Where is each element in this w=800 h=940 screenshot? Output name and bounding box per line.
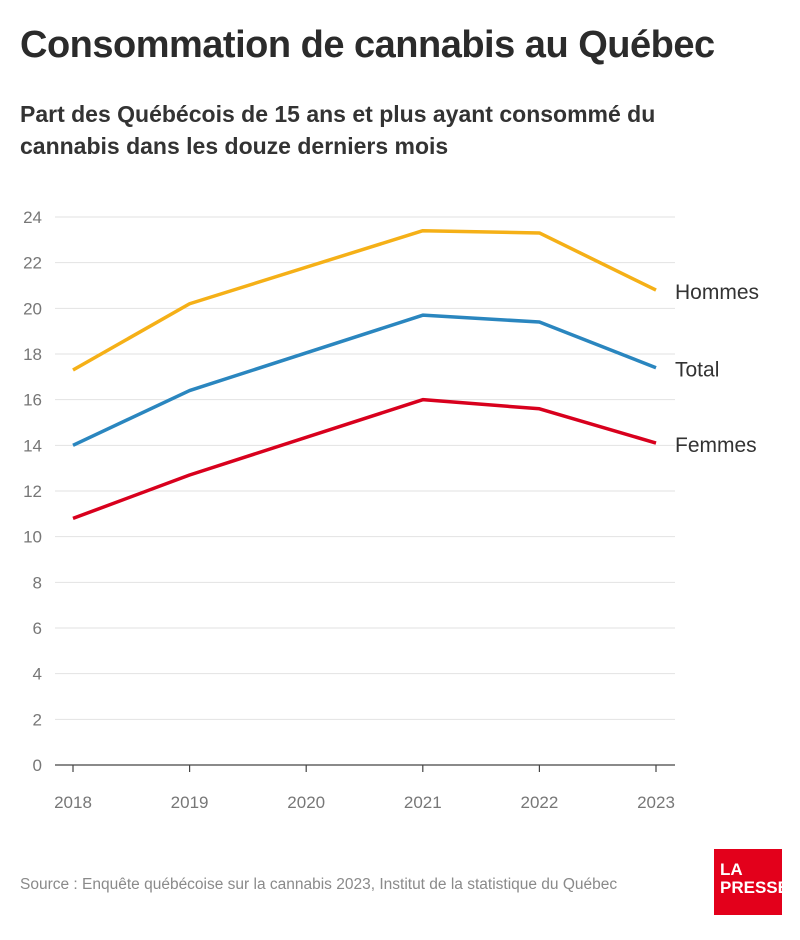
y-tick-label: 16	[23, 391, 42, 410]
series-line-femmes	[72, 397, 657, 521]
y-tick-label: 22	[23, 254, 42, 273]
chart-subtitle: Part des Québécois de 15 ans et plus aya…	[20, 101, 656, 159]
y-tick-label: 6	[33, 619, 42, 638]
x-tick-label: 2019	[171, 793, 209, 812]
y-tick-label: 2	[33, 710, 42, 729]
y-tick-label: 20	[23, 299, 42, 318]
series-label-total: Total	[675, 359, 719, 382]
series-label-hommes: Hommes	[675, 281, 759, 304]
x-tick-label: 2021	[404, 793, 442, 812]
series-label-femmes: Femmes	[675, 434, 757, 457]
y-tick-label: 0	[33, 756, 42, 775]
y-tick-label: 10	[23, 528, 42, 547]
series-line-total	[72, 313, 657, 447]
x-tick-label: 2018	[54, 793, 92, 812]
y-tick-label: 18	[23, 345, 42, 364]
la-presse-logo: LA PRESSE	[714, 849, 789, 915]
x-tick-label: 2020	[287, 793, 325, 812]
y-tick-label: 12	[23, 482, 42, 501]
x-tick-label: 2023	[637, 793, 675, 812]
y-tick-label: 14	[23, 436, 42, 455]
series-line-hommes	[72, 228, 657, 372]
y-tick-label: 4	[33, 665, 42, 684]
source-note: Source : Enquête québécoise sur la canna…	[20, 876, 618, 893]
y-tick-label: 8	[33, 573, 42, 592]
y-tick-label: 24	[23, 208, 42, 227]
x-tick-label: 2022	[520, 793, 558, 812]
chart-title: Consommation de cannabis au Québec	[20, 24, 715, 66]
